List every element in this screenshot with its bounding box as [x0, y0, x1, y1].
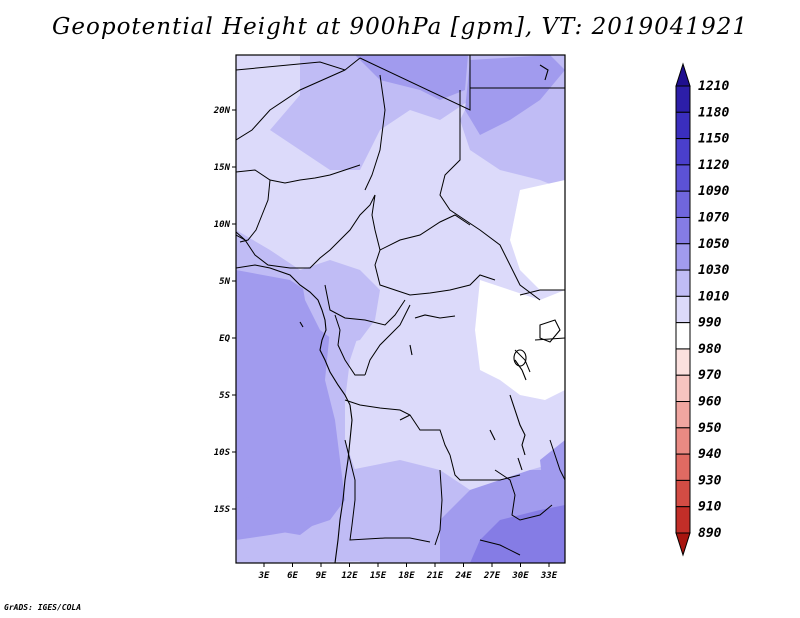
colorbar-segment: [675, 374, 691, 403]
lat-label: 5S: [219, 391, 230, 401]
colorbar-segment: [675, 427, 691, 455]
lon-label: 6E: [287, 571, 298, 581]
colorbar-label: 910: [698, 500, 722, 515]
lat-label: 5N: [219, 277, 230, 287]
height-field: [236, 55, 565, 563]
colorbar-segment: [675, 138, 691, 166]
lon-label: 27E: [483, 571, 501, 581]
colorbar-label: 1180: [698, 105, 729, 120]
colorbar-segment: [675, 506, 691, 534]
lat-label: 15N: [214, 163, 231, 173]
colorbar-label: 980: [698, 342, 722, 357]
lon-label: 12E: [341, 571, 358, 581]
colorbar-label: 1070: [698, 210, 729, 225]
colorbar-segment: [675, 453, 691, 481]
map-frame: [235, 54, 566, 564]
colorbar-label: 1150: [698, 132, 729, 147]
colorbar-label: 990: [698, 316, 722, 331]
lat-label: 10N: [214, 220, 231, 230]
colorbar-segment: [675, 295, 691, 324]
country-borders: [236, 55, 565, 556]
colorbar-segment: [675, 85, 691, 113]
lon-label: 21E: [426, 571, 444, 581]
colorbar-segment: [675, 111, 691, 140]
colorbar-label: 950: [698, 421, 722, 436]
colorbar: 1210 1180 1150 1120 1090 1070 1050 1030 1010 990 9…: [675, 62, 729, 557]
field-nw-light: [236, 55, 320, 140]
field-north-dark: [355, 55, 468, 100]
colorbar-segment: [675, 164, 691, 192]
colorbar-label: 1120: [698, 158, 729, 173]
lon-label: 24E: [454, 571, 472, 581]
colorbar-bottom-arrow: [675, 532, 691, 557]
lat-label: 10S: [214, 448, 231, 458]
colorbar-segment: [675, 479, 691, 508]
colorbar-label: 1010: [698, 289, 729, 304]
credit-text: GrADS: IGES/COLA: [4, 603, 82, 612]
lon-label: 3E: [258, 571, 270, 581]
lon-label: 18E: [398, 571, 415, 581]
lon-axis: 3E 6E 9E 12E 15E 18E 21E 24E 27E 30E 33E: [258, 563, 558, 581]
colorbar-segment: [675, 401, 691, 429]
lon-label: 30E: [511, 571, 529, 581]
lat-label: 20N: [213, 106, 231, 116]
lon-label: 33E: [540, 571, 558, 581]
lat-label: 15S: [214, 505, 231, 515]
colorbar-top-arrow: [675, 62, 691, 87]
colorbar-label: 1030: [698, 263, 729, 278]
colorbar-label: 970: [698, 368, 722, 383]
field-ne-dark: [465, 55, 565, 135]
colorbar-label: 930: [698, 473, 722, 488]
colorbar-segment: [675, 216, 691, 245]
field-se-darker: [470, 505, 565, 563]
field-west-dark: [236, 270, 345, 540]
colorbar-label: 960: [698, 395, 722, 410]
lon-label: 9E: [316, 571, 327, 581]
colorbar-label: 890: [698, 526, 722, 541]
lat-axis: 20N 15N 10N 5N EQ 5S 10S 15S: [213, 106, 236, 515]
map-title: Geopotential Height at 900hPa [gpm], VT:…: [52, 14, 748, 40]
colorbar-segment: [675, 348, 691, 376]
colorbar-label: 1090: [698, 184, 729, 199]
colorbar-segment: [675, 269, 691, 297]
colorbar-label: 1050: [698, 237, 729, 252]
colorbar-label: 1210: [698, 79, 729, 94]
lon-label: 15E: [370, 571, 387, 581]
coastlines: [236, 64, 561, 563]
lat-label: EQ: [219, 334, 230, 344]
colorbar-label: 940: [698, 447, 722, 462]
colorbar-segment: [675, 243, 691, 271]
colorbar-segment: [675, 190, 691, 218]
field-east-low: [475, 280, 565, 400]
colorbar-segment: [675, 322, 691, 350]
